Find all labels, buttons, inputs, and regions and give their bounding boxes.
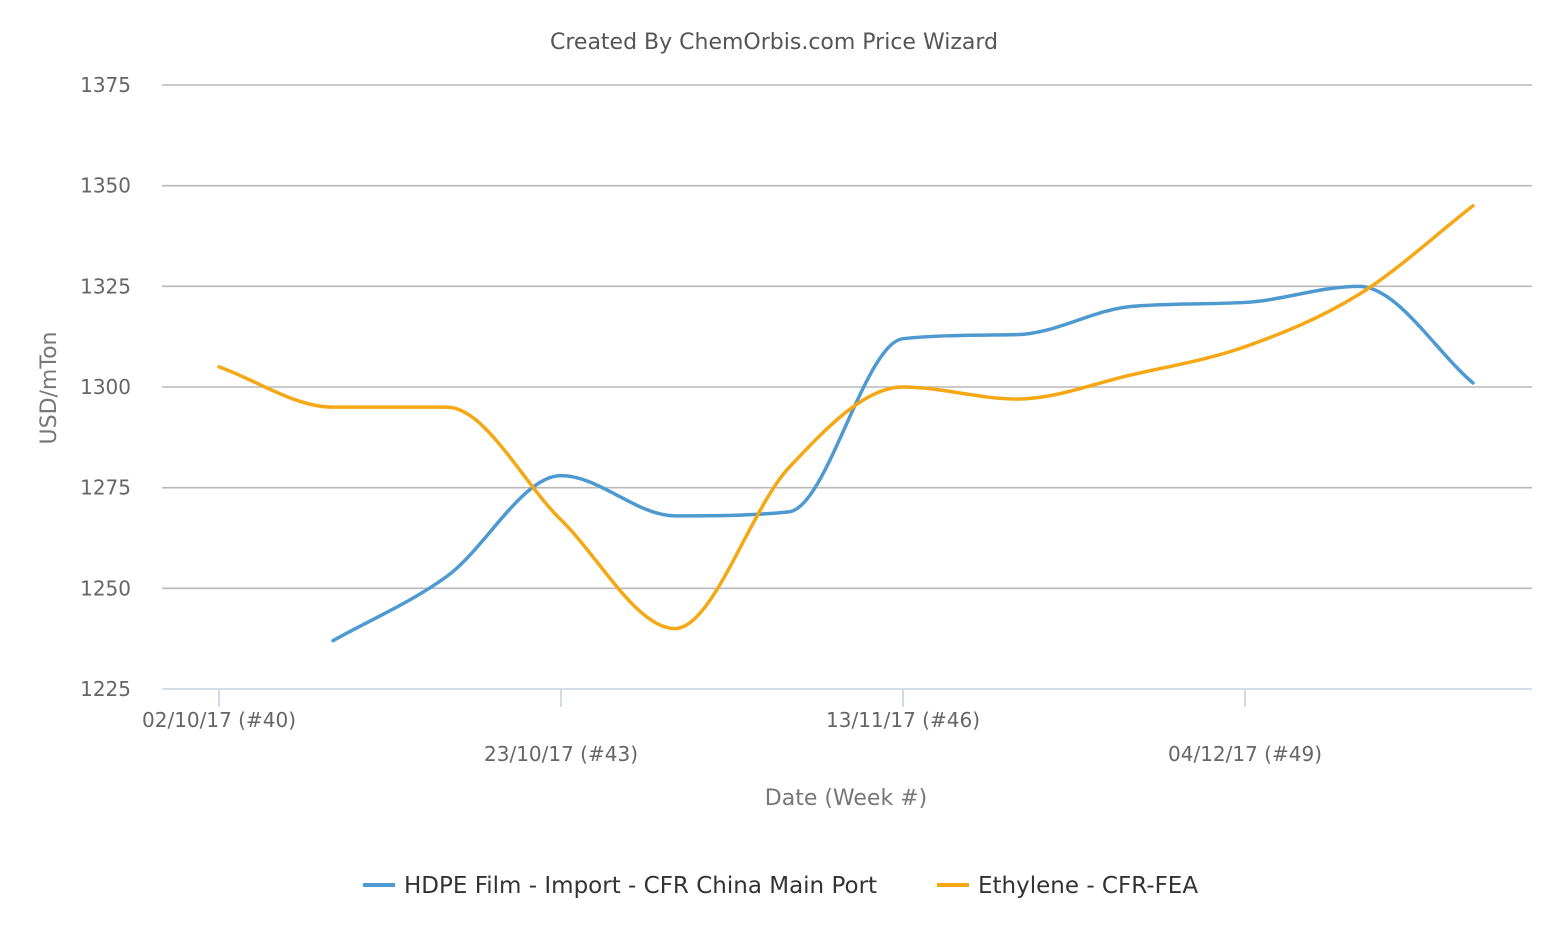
- series-line-hdpe[interactable]: [331, 284, 1475, 643]
- y-tick-label: 1250: [80, 576, 131, 600]
- legend: HDPE Film - Import - CFR China Main Port…: [363, 873, 1198, 899]
- y-tick-label: 1325: [80, 274, 131, 298]
- x-axis-title: Date (Week #): [765, 786, 927, 811]
- y-tick-label: 1350: [80, 174, 131, 198]
- legend-item-ethylene[interactable]: Ethylene - CFR-FEA: [937, 873, 1198, 899]
- x-tick-label: 13/11/17 (#46): [826, 708, 980, 732]
- series-line-ethylene[interactable]: [217, 204, 1475, 631]
- chart-title: Created By ChemOrbis.com Price Wizard: [550, 30, 998, 55]
- y-tick-label: 1275: [80, 476, 131, 500]
- y-axis-title: USD/mTon: [37, 332, 62, 445]
- x-tick-label: 04/12/17 (#49): [1168, 742, 1322, 766]
- legend-label-hdpe: HDPE Film - Import - CFR China Main Port: [404, 873, 877, 899]
- legend-item-hdpe[interactable]: HDPE Film - Import - CFR China Main Port: [363, 873, 877, 899]
- y-tick-label: 1225: [80, 677, 131, 701]
- x-tick-label: 23/10/17 (#43): [484, 742, 638, 766]
- y-tick-label: 1375: [80, 73, 131, 97]
- x-axis-ticks: 02/10/17 (#40) 23/10/17 (#43) 13/11/17 (#4…: [142, 689, 1322, 766]
- grid-layer: [162, 84, 1532, 590]
- legend-label-ethylene: Ethylene - CFR-FEA: [978, 873, 1198, 899]
- y-tick-label: 1300: [80, 375, 131, 399]
- y-axis-tick-labels: 1225 1250 1275 1300 1325 1350 1375: [80, 73, 131, 701]
- x-tick-label: 02/10/17 (#40): [142, 708, 296, 732]
- series-layer: [217, 204, 1475, 643]
